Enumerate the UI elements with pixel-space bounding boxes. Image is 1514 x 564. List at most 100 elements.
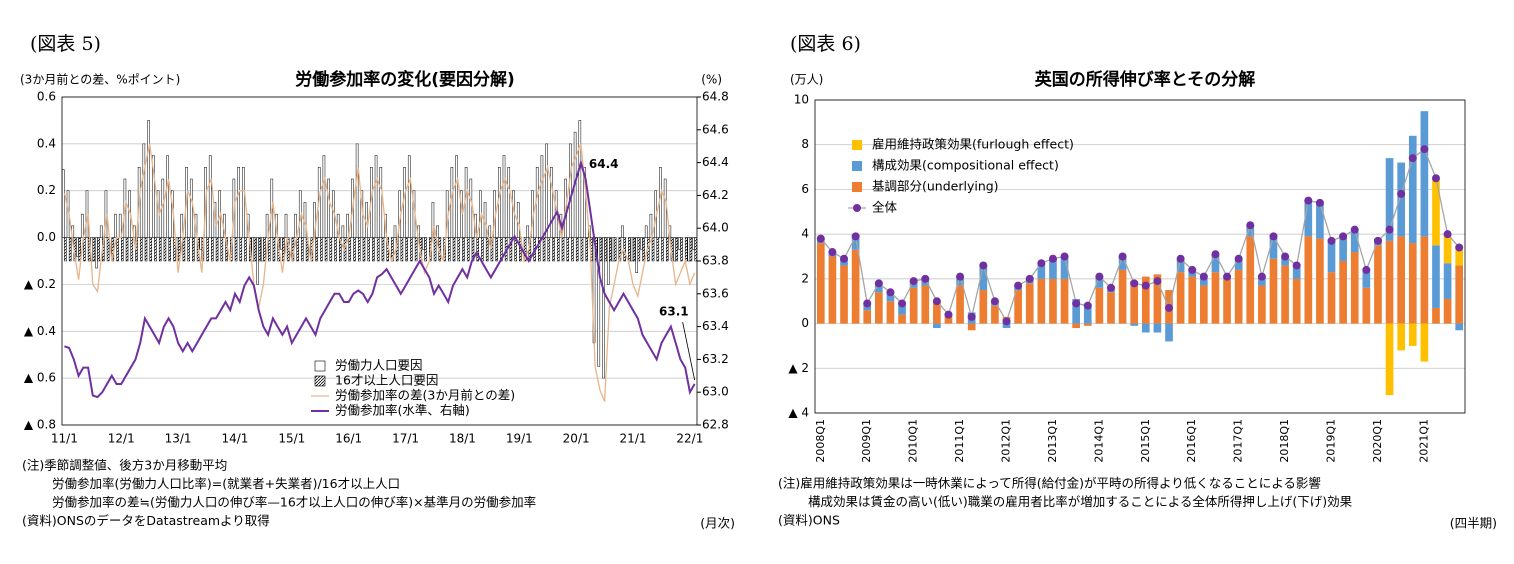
- bar-segment: [1130, 281, 1139, 324]
- marker: [1397, 189, 1406, 198]
- marker: [967, 312, 976, 321]
- annotation: 63.1: [659, 305, 689, 319]
- figure-label: (図表 6): [790, 33, 861, 55]
- legend-swatch: [852, 161, 862, 171]
- bar-segment: [1246, 225, 1255, 237]
- x-tick-label: 16/1: [335, 432, 362, 446]
- bar: [144, 237, 148, 262]
- bar: [407, 155, 411, 238]
- bar-segment: [933, 323, 941, 329]
- bar: [125, 237, 129, 262]
- y2-tick-label: 63.0: [702, 385, 729, 399]
- bar: [206, 237, 209, 262]
- bar-segment: [1327, 272, 1336, 324]
- bar: [237, 167, 240, 238]
- bar: [334, 237, 337, 262]
- marker: [1106, 283, 1115, 292]
- bar: [545, 143, 548, 238]
- bar-segment: [944, 316, 953, 324]
- marker: [1014, 281, 1023, 290]
- bar-segment: [1258, 285, 1266, 324]
- bar: [635, 237, 638, 273]
- marker: [1211, 250, 1220, 259]
- bar-segment: [1304, 236, 1313, 324]
- marker: [1199, 272, 1208, 281]
- bar-segment: [1200, 276, 1208, 286]
- marker: [1408, 154, 1417, 163]
- bar: [642, 237, 645, 262]
- bar: [606, 237, 610, 285]
- leader-line: [682, 321, 696, 381]
- bar: [374, 155, 378, 238]
- bar: [575, 237, 579, 262]
- bar-segment: [1176, 272, 1185, 324]
- bar: [182, 237, 186, 262]
- y2-tick-label: 63.8: [702, 254, 729, 268]
- bar: [585, 237, 588, 262]
- y2-tick-label: 63.2: [702, 352, 729, 366]
- bar: [621, 225, 624, 238]
- bar: [507, 167, 511, 238]
- bar-segment: [1292, 265, 1301, 279]
- x-tick-label: 2011Q1: [953, 419, 966, 463]
- y-tick-label: 0.2: [37, 183, 56, 197]
- marker: [840, 254, 849, 263]
- bar-segment: [979, 290, 988, 324]
- bar: [640, 237, 643, 250]
- x-tick-label: 14/1: [221, 432, 248, 446]
- bar: [628, 237, 631, 262]
- bar: [168, 237, 171, 262]
- plot-frame: [61, 96, 698, 426]
- bar-segment: [886, 301, 895, 324]
- bar: [142, 143, 146, 238]
- bar: [329, 237, 333, 262]
- bar: [220, 237, 224, 262]
- bar: [279, 237, 283, 250]
- bar-segment: [1014, 290, 1022, 324]
- bar: [92, 237, 96, 262]
- bar-segment: [1211, 272, 1220, 324]
- x-tick-label: 2017Q1: [1232, 419, 1245, 463]
- bar: [272, 237, 276, 262]
- bar-segment: [1327, 240, 1336, 273]
- bar: [665, 237, 669, 262]
- bar: [251, 237, 255, 262]
- bar-segment: [1269, 258, 1278, 324]
- marker: [1188, 265, 1197, 274]
- marker: [1234, 254, 1243, 263]
- marker: [1304, 196, 1313, 205]
- y-tick-label: 10: [794, 93, 809, 107]
- source: (資料)ONS: [778, 513, 840, 528]
- legend-label: 雇用維持政策効果(furlough effect): [872, 137, 1074, 152]
- marker: [1176, 254, 1185, 263]
- bar: [62, 169, 65, 238]
- x-tick-label: 11/1: [51, 432, 78, 446]
- period-label: (四半期): [1450, 516, 1497, 531]
- x-tick-label: 2020Q1: [1371, 419, 1384, 463]
- bar: [114, 213, 117, 238]
- x-tick-label: 2021Q1: [1417, 419, 1430, 463]
- bar-segment: [956, 285, 964, 324]
- marker: [1431, 174, 1440, 183]
- bar-segment: [1060, 256, 1069, 279]
- note: 構成効果は賃金の高い(低い)職業の雇用者比率が増加することによる全体所得押し上げ…: [808, 494, 1353, 509]
- bar: [680, 237, 683, 262]
- bar-segment: [1141, 323, 1150, 333]
- bar-segment: [1118, 256, 1127, 270]
- bar-segment: [1083, 303, 1092, 324]
- bar: [649, 213, 653, 238]
- bar: [509, 237, 513, 262]
- bar: [673, 237, 676, 262]
- bar: [644, 225, 648, 238]
- bar-segment: [851, 236, 860, 250]
- bar: [678, 237, 681, 250]
- bar: [154, 237, 157, 262]
- bar-segment: [1432, 245, 1440, 308]
- bar-segment: [875, 283, 883, 293]
- bar-segment: [886, 292, 895, 302]
- bar: [187, 237, 190, 262]
- bar: [583, 167, 586, 238]
- bar: [116, 237, 119, 262]
- marker: [909, 277, 918, 286]
- marker: [1083, 301, 1092, 310]
